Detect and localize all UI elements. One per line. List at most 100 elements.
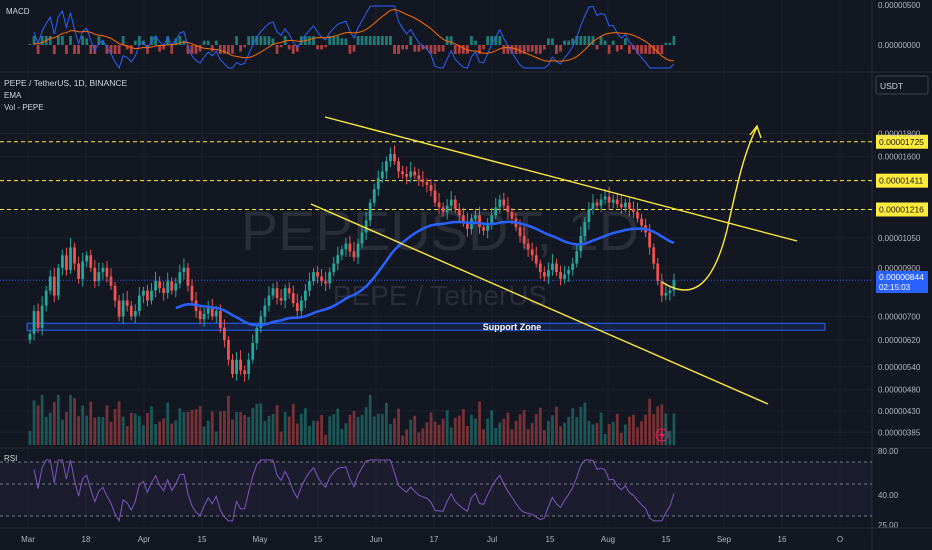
lightning-icon[interactable]	[655, 428, 669, 442]
time-tick-label: Jul	[487, 535, 497, 544]
volume-bar	[214, 431, 218, 445]
candle-body	[429, 184, 433, 191]
volume-bar	[239, 412, 242, 445]
macd-histogram-bar	[607, 45, 611, 54]
candle-body	[231, 359, 234, 375]
support-zone[interactable]: Support Zone	[26, 322, 826, 332]
candle-body	[295, 303, 299, 312]
macd-histogram-bar	[656, 45, 660, 54]
macd-histogram-bar	[482, 45, 485, 50]
volume-bar	[267, 415, 271, 445]
macd-histogram-bar	[170, 45, 174, 54]
candle-body	[409, 171, 413, 177]
macd-histogram-bar	[385, 36, 388, 45]
rsi-tick-label: 80.00	[878, 447, 899, 456]
candle-body	[587, 208, 591, 222]
volume-bar	[48, 412, 52, 445]
volume-bar	[441, 418, 445, 445]
macd-histogram-bar	[109, 45, 113, 54]
volume-bar	[202, 426, 206, 445]
volume-bar	[158, 421, 161, 445]
macd-histogram-bar	[611, 40, 615, 45]
rsi-label: RSI	[4, 454, 17, 463]
macd-histogram-bar	[599, 36, 603, 45]
candle-body	[538, 263, 542, 273]
volume-bar	[376, 413, 380, 445]
candle-body	[567, 269, 571, 275]
candle-body	[591, 202, 595, 209]
macd-histogram-bar	[356, 36, 360, 45]
candle-body	[89, 255, 93, 268]
candle-body	[142, 290, 145, 296]
candle-body	[417, 175, 421, 180]
volume-bar	[287, 416, 291, 445]
candle-body	[494, 207, 498, 216]
candle-body	[223, 327, 226, 340]
macd-histogram-bar	[567, 40, 571, 45]
candle-body	[137, 295, 141, 312]
macd-histogram-bar	[413, 45, 417, 52]
trendlines[interactable]	[310, 116, 798, 405]
candle-body	[190, 285, 194, 301]
macd-histogram-bar	[125, 45, 129, 50]
volume-bar	[113, 408, 117, 445]
candle-body	[652, 247, 656, 264]
macd-histogram-bar	[129, 45, 133, 54]
macd-histogram-bar	[117, 45, 121, 54]
volume-bar	[490, 410, 494, 445]
candle-body	[166, 281, 170, 294]
level-badge-label: 0.00001725	[879, 137, 924, 147]
price-tick-label: 0.00000430	[878, 407, 921, 416]
macd-histogram-bar	[336, 36, 340, 45]
volume-bar	[291, 403, 295, 445]
candle-body	[117, 300, 121, 317]
macd-histogram-bar	[660, 45, 664, 54]
volume-bar	[121, 416, 125, 445]
symbol-title: PEPE / TetherUS, 1D, BINANCE	[4, 78, 127, 88]
macd-tick-label: 0.00000500	[878, 1, 921, 10]
volume-bar	[190, 409, 194, 445]
macd-histogram-bar	[644, 45, 647, 54]
macd-histogram-bar	[231, 45, 234, 54]
ema-legend: EMA	[4, 91, 22, 100]
volume-bar	[109, 421, 113, 445]
macd-tick-label: 0.00000000	[878, 41, 921, 50]
volume-bar	[227, 395, 230, 445]
macd-histogram-bar	[510, 45, 514, 54]
volume-bar	[36, 405, 40, 445]
rsi-band	[0, 462, 872, 516]
macd-histogram-bar	[470, 36, 473, 45]
rsi-pane: 80.00 40.00 25.00	[0, 447, 899, 530]
candle-body	[210, 308, 214, 317]
macd-histogram-bar	[48, 36, 52, 45]
volume-bar	[498, 422, 502, 445]
macd-histogram-bar	[648, 45, 652, 54]
volume-bar	[559, 426, 562, 445]
volume-bar	[530, 423, 534, 445]
volume-bar	[632, 414, 635, 445]
volume-bar	[69, 395, 72, 445]
macd-histogram-bar	[538, 45, 542, 54]
candle-body	[368, 202, 372, 221]
candle-body	[202, 313, 206, 320]
macd-histogram-bar	[267, 36, 271, 45]
candle-body	[474, 215, 477, 219]
volume-bar	[526, 429, 530, 445]
candle-body	[389, 153, 392, 162]
volume-bar	[486, 418, 490, 445]
volume-bar	[210, 411, 214, 445]
currency-button[interactable]: USDT	[875, 75, 929, 95]
macd-histogram-bar	[239, 45, 242, 52]
volume-bar	[137, 416, 141, 445]
volume-bar	[218, 411, 222, 445]
candle-body	[433, 190, 437, 203]
macd-histogram-bar	[227, 45, 230, 54]
volume-bar	[73, 398, 76, 445]
volume-bar	[93, 417, 97, 445]
macd-histogram-bar	[498, 36, 502, 45]
volume-bar	[223, 411, 226, 445]
candle-body	[287, 288, 291, 294]
volume-bar	[457, 415, 461, 445]
macd-histogram-bar	[668, 42, 672, 45]
